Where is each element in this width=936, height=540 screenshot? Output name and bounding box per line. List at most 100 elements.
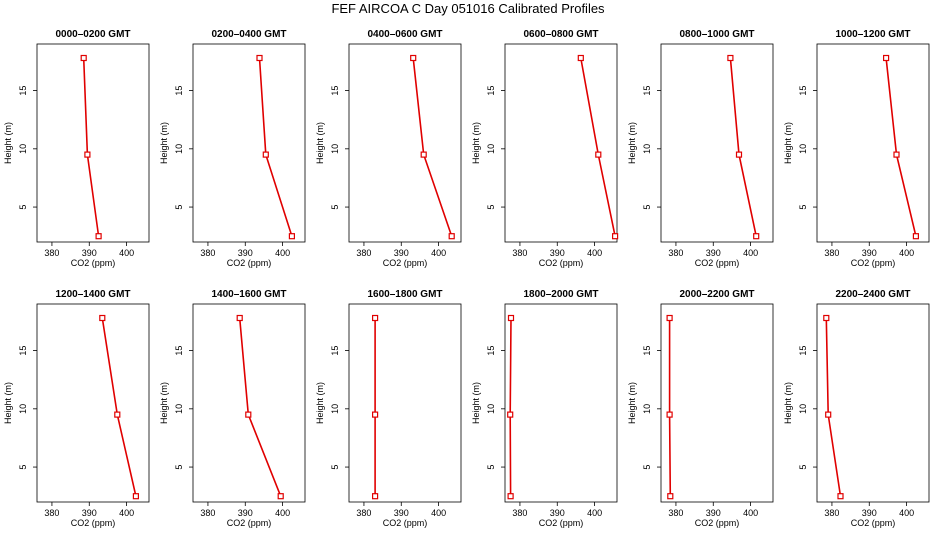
- data-point: [507, 314, 515, 322]
- data-point: [735, 151, 743, 158]
- data-point: [84, 151, 91, 158]
- profile-line: [825, 317, 842, 497]
- plot-frame: [816, 43, 930, 243]
- x-tick-label: 400: [743, 248, 758, 258]
- y-tick-label: 5: [486, 205, 496, 210]
- profile-line: [238, 317, 282, 497]
- profile-line: [82, 57, 100, 237]
- data-point: [893, 151, 900, 158]
- panel-2: 0200–0400 GMT 380 390 400 5 10 15 CO2 (ppm) Heig…: [159, 29, 306, 268]
- data-point: [727, 54, 734, 62]
- panel-title: 2000–2200 GMT: [679, 289, 754, 300]
- y-tick-label: 10: [18, 404, 28, 414]
- panel-12: 2200–2400 GMT 380 390 400 5 10 15 CO2 (ppm) Heig…: [783, 289, 930, 528]
- panel-title: 1200–1400 GMT: [55, 289, 130, 300]
- y-tick-label: 10: [798, 144, 808, 154]
- x-tick-label: 400: [743, 508, 758, 518]
- y-tick-label: 10: [174, 404, 184, 414]
- data-point: [372, 411, 379, 418]
- panel-title: 0600–0800 GMT: [523, 29, 598, 40]
- x-tick-label: 400: [899, 248, 914, 258]
- x-tick-label: 380: [44, 508, 59, 518]
- profile-line: [258, 57, 293, 237]
- y-tick-label: 15: [174, 346, 184, 356]
- panel-title: 0400–0600 GMT: [367, 29, 442, 40]
- x-tick-label: 380: [356, 508, 371, 518]
- x-tick-label: 380: [824, 248, 839, 258]
- y-tick-label: 10: [174, 144, 184, 154]
- data-point: [95, 233, 102, 240]
- profile-line: [885, 57, 917, 237]
- y-tick-label: 5: [174, 205, 184, 210]
- x-tick-label: 390: [82, 508, 97, 518]
- x-tick-label: 400: [431, 508, 446, 518]
- data-point: [577, 54, 584, 62]
- plot-frame: [192, 303, 306, 503]
- profile-line: [668, 318, 672, 497]
- panel-5: 0800–1000 GMT 380 390 400 5 10 15 CO2 (ppm) Heig…: [627, 29, 774, 268]
- data-point: [667, 493, 674, 500]
- data-point: [277, 493, 284, 500]
- y-axis-label: Height (m): [315, 382, 325, 424]
- x-axis-label: CO2 (ppm): [71, 258, 116, 268]
- y-axis-label: Height (m): [783, 122, 793, 164]
- data-point: [611, 233, 619, 240]
- plot-frame: [348, 43, 462, 243]
- panel-7: 1200–1400 GMT 380 390 400 5 10 15 CO2 (ppm) Heig…: [3, 289, 150, 528]
- profile-line: [729, 57, 757, 237]
- y-tick-label: 5: [642, 205, 652, 210]
- x-tick-label: 380: [356, 248, 371, 258]
- y-tick-label: 5: [330, 465, 340, 470]
- data-point: [256, 54, 263, 62]
- y-tick-label: 15: [330, 346, 340, 356]
- y-tick-label: 10: [330, 144, 340, 154]
- x-axis-label: CO2 (ppm): [851, 518, 896, 528]
- x-tick-label: 380: [512, 508, 527, 518]
- x-axis-label: CO2 (ppm): [383, 258, 428, 268]
- plot-frame: [36, 303, 150, 503]
- panel-3: 0400–0600 GMT 380 390 400 5 10 15 CO2 (ppm) Heig…: [315, 29, 462, 268]
- y-tick-label: 15: [330, 86, 340, 96]
- x-tick-label: 400: [275, 508, 290, 518]
- x-axis-label: CO2 (ppm): [695, 258, 740, 268]
- x-tick-label: 380: [668, 248, 683, 258]
- data-point: [823, 314, 830, 322]
- profile-line: [412, 57, 453, 237]
- y-tick-label: 15: [642, 86, 652, 96]
- y-tick-label: 15: [798, 346, 808, 356]
- data-point: [80, 54, 87, 62]
- y-tick-label: 10: [486, 404, 496, 414]
- x-axis-label: CO2 (ppm): [695, 518, 740, 528]
- y-axis-label: Height (m): [159, 122, 169, 164]
- data-point: [132, 493, 139, 500]
- x-tick-label: 400: [587, 248, 602, 258]
- y-tick-label: 10: [642, 144, 652, 154]
- x-tick-label: 400: [899, 508, 914, 518]
- plot-frame: [660, 303, 774, 503]
- data-point: [912, 233, 920, 240]
- x-tick-label: 390: [550, 248, 565, 258]
- panel-title: 1400–1600 GMT: [211, 289, 286, 300]
- y-tick-label: 15: [18, 86, 28, 96]
- x-tick-label: 400: [587, 508, 602, 518]
- x-tick-label: 400: [275, 248, 290, 258]
- x-axis-label: CO2 (ppm): [227, 518, 272, 528]
- panel-title: 2200–2400 GMT: [835, 289, 910, 300]
- plot-frame: [348, 303, 462, 503]
- y-tick-label: 15: [18, 346, 28, 356]
- panel-title: 1600–1800 GMT: [367, 289, 442, 300]
- y-tick-label: 10: [486, 144, 496, 154]
- x-tick-label: 380: [824, 508, 839, 518]
- x-tick-label: 400: [431, 248, 446, 258]
- panel-4: 0600–0800 GMT 380 390 400 5 10 15 CO2 (ppm) Heig…: [471, 29, 619, 268]
- x-tick-label: 400: [119, 508, 134, 518]
- x-tick-label: 380: [200, 248, 215, 258]
- data-point: [262, 151, 269, 158]
- data-point: [372, 493, 379, 500]
- data-point: [837, 493, 844, 500]
- y-tick-label: 10: [330, 404, 340, 414]
- panel-title: 0000–0200 GMT: [55, 29, 130, 40]
- data-point: [288, 233, 295, 240]
- data-point: [114, 411, 121, 418]
